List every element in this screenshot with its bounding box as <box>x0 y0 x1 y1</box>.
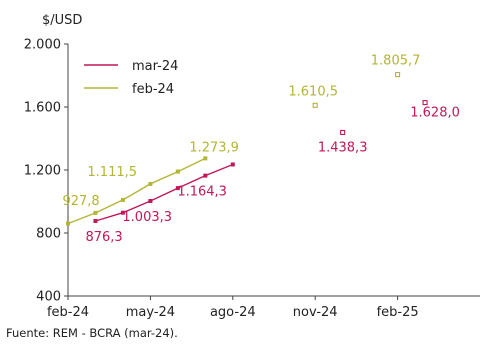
data-point <box>120 210 125 215</box>
data-point <box>203 173 208 178</box>
data-label: 1.610,5 <box>288 84 338 99</box>
y-tick-label: 1.600 <box>24 101 61 116</box>
source-note: Fuente: REM - BCRA (mar-24). <box>6 326 178 340</box>
y-tick-label: 2.000 <box>24 38 61 53</box>
data-point <box>93 210 98 215</box>
axes: 400 800 1.200 1.600 2.000 feb-24 may-24 ago-24 n… <box>24 38 480 320</box>
data-point <box>148 181 153 186</box>
x-tick-label: feb-25 <box>377 305 419 320</box>
data-point <box>422 100 428 106</box>
data-point <box>175 169 180 174</box>
y-tick-label: 1.200 <box>24 164 61 179</box>
data-point <box>148 198 153 203</box>
data-label: 927,8 <box>62 194 99 209</box>
data-label: 1.438,3 <box>318 140 368 155</box>
data-point <box>93 218 98 223</box>
series-mar-24 <box>93 100 428 223</box>
series-layer <box>66 72 428 226</box>
x-tick-label: may-24 <box>126 305 175 320</box>
series-line <box>67 157 206 225</box>
data-label: 876,3 <box>85 230 122 245</box>
x-tick-label: nov-24 <box>293 305 338 320</box>
data-label: 1.628,0 <box>410 106 460 121</box>
data-point <box>340 129 346 136</box>
series-feb-24 <box>66 72 401 226</box>
legend-label-mar-24: mar-24 <box>132 59 178 74</box>
data-point <box>230 162 235 167</box>
data-label: 1.805,7 <box>371 54 421 69</box>
data-point <box>120 197 125 202</box>
x-tick-label: feb-24 <box>47 305 89 320</box>
data-label: 1.273,9 <box>189 140 239 155</box>
series-line <box>95 163 234 222</box>
data-point <box>395 72 401 78</box>
data-point <box>175 186 180 191</box>
data-point <box>66 221 70 226</box>
data-point <box>312 102 318 108</box>
data-labels: 876,31.003,3 1.164,3 1.438,3 1.628,0 927,8 1.… <box>62 54 459 245</box>
y-tick-label: 800 <box>36 227 61 242</box>
data-label: 1.164,3 <box>177 185 227 200</box>
data-label: 1.111,5 <box>87 165 137 180</box>
legend: mar-24 feb-24 <box>84 59 178 97</box>
data-point <box>203 156 208 161</box>
data-label: 1.003,3 <box>122 210 172 225</box>
x-tick-label: ago-24 <box>210 305 256 320</box>
y-tick-label: 400 <box>36 290 61 305</box>
y-axis-unit-label: $/USD <box>42 13 82 28</box>
legend-label-feb-24: feb-24 <box>132 82 174 97</box>
